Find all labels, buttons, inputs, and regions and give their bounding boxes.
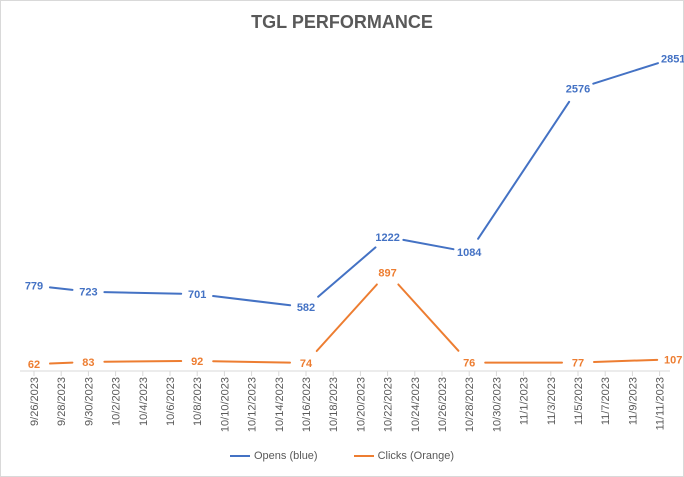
data-label-clicks: 107 (664, 354, 682, 366)
x-tick-label: 11/7/2023 (600, 377, 612, 425)
data-label-clicks: 92 (191, 356, 203, 368)
legend-swatch-opens (230, 455, 250, 457)
series-opens-segment (592, 62, 659, 85)
data-label-clicks: 897 (378, 268, 396, 280)
legend-label-opens: Opens (blue) (254, 450, 318, 462)
x-tick-label: 10/16/2023 (301, 377, 313, 432)
series-opens-segment (402, 238, 455, 251)
series-clicks-segment (397, 283, 460, 352)
legend-swatch-clicks (353, 455, 374, 457)
x-tick-label: 9/30/2023 (83, 377, 95, 426)
x-tick-label: 10/26/2023 (437, 377, 449, 432)
series-clicks-segment (592, 358, 659, 364)
x-tick-label: 10/8/2023 (192, 377, 204, 426)
x-tick-label: 11/5/2023 (573, 377, 585, 425)
series-clicks-segment (48, 361, 74, 365)
data-label-opens: 2851 (661, 53, 684, 65)
x-tick-label: 9/28/2023 (56, 377, 68, 426)
x-tick-label: 11/9/2023 (627, 377, 639, 425)
x-tick-label: 10/4/2023 (138, 377, 150, 426)
x-tick-label: 10/20/2023 (355, 377, 367, 432)
x-tick-label: 11/3/2023 (546, 377, 558, 425)
x-tick-label: 10/18/2023 (328, 377, 340, 432)
series-opens-segment (103, 291, 183, 295)
data-label-opens: 582 (297, 302, 315, 314)
data-label-clicks: 62 (28, 359, 40, 371)
data-label-clicks: 76 (463, 358, 475, 370)
data-label-clicks: 77 (572, 358, 584, 370)
series-opens-segment (48, 286, 74, 291)
data-label-opens: 723 (79, 287, 97, 299)
series-opens-segment (317, 246, 377, 298)
legend-item-opens: Opens (blue) (230, 450, 318, 462)
data-label-opens: 2576 (566, 83, 590, 95)
data-label-opens: 1222 (375, 232, 399, 244)
chart-legend: Opens (blue) Clicks (Orange) (0, 450, 684, 462)
series-opens-segment (477, 100, 571, 240)
x-tick-label: 11/1/2023 (519, 377, 531, 425)
x-tick-label: 10/14/2023 (274, 377, 286, 432)
x-tick-label: 10/12/2023 (247, 377, 259, 432)
series-opens-segment (212, 295, 292, 307)
x-tick-label: 10/22/2023 (383, 377, 395, 432)
x-tick-label: 10/28/2023 (464, 377, 476, 432)
legend-label-clicks: Clicks (Orange) (377, 450, 454, 462)
data-label-opens: 701 (188, 289, 206, 301)
series-clicks-segment (315, 283, 378, 353)
data-label-opens: 779 (25, 281, 43, 293)
x-tick-label: 10/30/2023 (491, 377, 503, 432)
legend-item-clicks: Clicks (Orange) (353, 450, 454, 462)
x-tick-label: 11/11/2023 (655, 377, 667, 430)
series-clicks-segment (212, 360, 292, 364)
x-tick-label: 9/26/2023 (29, 377, 41, 426)
series-clicks-segment (103, 360, 183, 363)
x-tick-label: 10/6/2023 (165, 377, 177, 426)
data-label-clicks: 83 (82, 357, 94, 369)
x-tick-label: 10/10/2023 (219, 377, 231, 432)
x-tick-label: 10/2/2023 (111, 377, 123, 426)
data-label-clicks: 74 (300, 358, 313, 370)
data-label-opens: 1084 (457, 247, 482, 259)
x-tick-label: 10/24/2023 (410, 377, 422, 432)
chart-title: TGL PERFORMANCE (251, 12, 433, 32)
